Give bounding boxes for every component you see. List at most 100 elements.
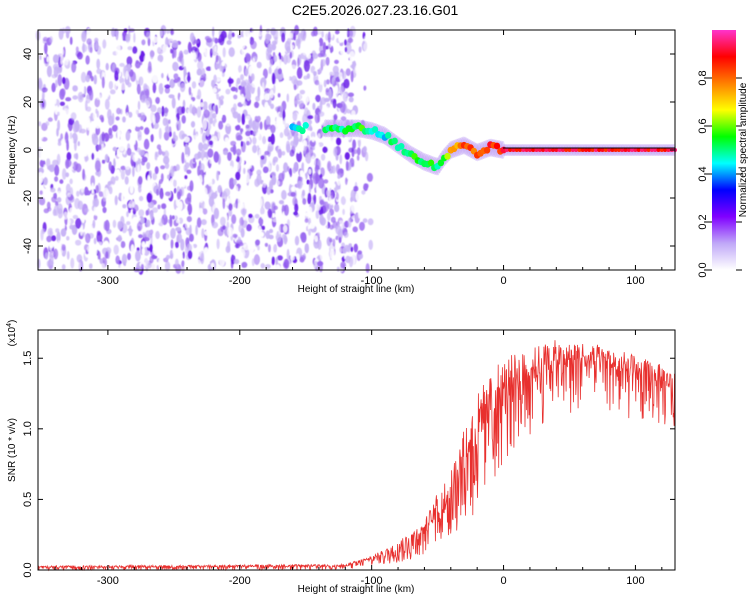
noise-speckle [157,240,164,247]
noise-speckle [96,68,102,75]
noise-speckle [327,212,331,221]
noise-speckle [273,205,278,210]
noise-speckle [235,160,240,170]
noise-speckle [102,39,107,49]
noise-speckle [122,116,126,123]
noise-speckle [100,143,105,155]
noise-speckle [251,82,258,88]
noise-speckle [86,38,92,45]
noise-speckle [141,247,145,256]
noise-speckle [51,196,58,203]
x-tick-label: 0 [500,575,506,587]
noise-speckle [342,91,348,103]
noise-speckle [333,146,338,157]
colorbar-ticks: 0.0 0.2 0.4 0.6 0.8 [697,70,742,278]
noise-speckle [230,107,236,115]
colorbar-label: Normalized spectral amplitude [738,82,749,217]
noise-speckle [92,108,96,121]
noise-speckle [77,200,84,210]
noise-speckle [195,247,202,253]
noise-speckle [141,94,147,104]
noise-speckle [63,108,70,116]
noise-speckle [306,135,310,144]
noise-speckle [244,68,249,77]
noise-speckle [228,47,235,58]
noise-speckle [198,128,203,140]
noise-speckle [117,221,122,230]
noise-speckle [294,171,298,183]
y-tick-label: -40 [22,238,34,254]
noise-speckle [128,138,133,143]
noise-speckle [262,166,269,174]
noise-speckle [221,61,225,67]
noise-speckle [164,261,171,272]
noise-speckle [209,226,215,235]
noise-speckle [288,167,293,178]
noise-speckle [130,244,135,254]
noise-speckle [150,234,153,246]
noise-speckle [233,258,240,265]
noise-speckle [179,253,183,260]
noise-speckle [137,176,143,185]
track-blob [600,148,605,152]
noise-speckle [265,134,269,140]
noise-speckle [159,179,163,185]
noise-speckle [245,85,250,97]
noise-speckle [91,182,94,194]
noise-speckle [42,63,46,71]
noise-speckle [325,88,329,93]
colorbar-tick-label: 0.6 [697,118,709,133]
noise-speckle [80,182,85,193]
noise-speckle [268,73,272,85]
snr-scale-label: (x104) [6,320,18,347]
noise-speckle [209,158,213,164]
noise-speckle [321,59,326,67]
noise-speckle [240,227,245,238]
colorbar-tick-label: 0.4 [697,166,709,181]
track-blob [643,148,648,152]
noise-speckle [302,175,306,187]
noise-speckle [237,139,241,146]
noise-speckle [137,134,142,141]
noise-speckle [286,93,290,103]
noise-speckle [72,122,79,133]
noise-speckle [360,135,366,144]
noise-speckle [75,152,79,160]
noise-speckle [46,235,52,243]
noise-speckle [43,208,49,214]
noise-speckle [275,256,279,267]
noise-speckle [196,95,200,100]
noise-speckle [202,208,208,215]
noise-speckle [116,92,120,100]
noise-speckle [192,104,196,114]
noise-speckle [276,146,279,154]
noise-speckle [294,203,299,213]
noise-speckle [66,236,70,241]
noise-speckle [198,174,203,185]
noise-speckle [231,132,238,142]
noise-speckle [57,197,62,203]
noise-speckle [349,25,356,38]
noise-speckle [142,202,146,212]
noise-speckle [149,211,154,221]
noise-speckle [350,196,353,203]
noise-speckle [225,120,231,127]
noise-speckle [112,146,118,152]
noise-speckle [329,113,334,126]
noise-speckle [365,263,370,274]
noise-speckle [228,111,233,120]
noise-speckle [173,78,179,84]
noise-speckle [53,97,57,105]
noise-speckle [255,95,260,102]
noise-speckle [178,178,182,188]
noise-speckle [196,259,202,268]
noise-speckle [240,140,243,147]
track-blob [610,148,615,152]
noise-speckle [261,99,265,106]
noise-speckle [82,42,85,54]
noise-speckle [257,31,263,37]
noise-speckle [358,207,361,219]
noise-speckle [57,111,60,117]
noise-speckle [223,178,230,188]
noise-speckle [244,198,249,204]
